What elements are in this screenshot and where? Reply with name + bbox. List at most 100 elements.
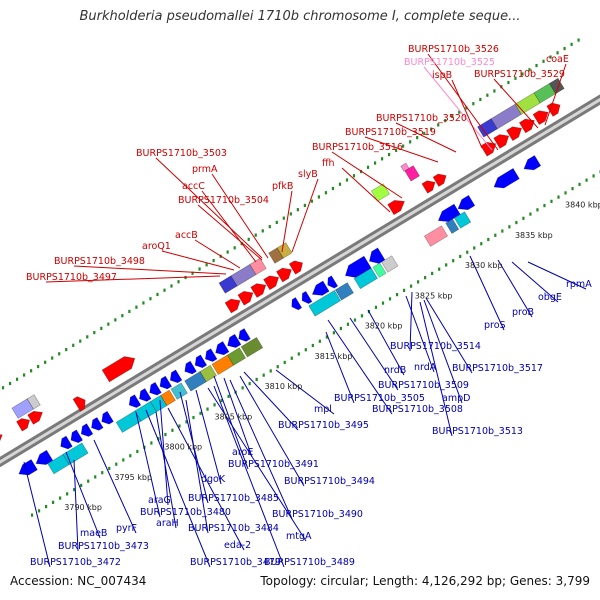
tick-dot (94, 475, 97, 479)
tick-dot (44, 360, 47, 364)
minus-gene-arrow (437, 203, 461, 222)
plus-gene-block (26, 394, 41, 410)
plus-gene-leader (201, 190, 257, 263)
tick-dot (93, 331, 96, 335)
minus-gene-arrow (91, 417, 104, 431)
minus-gene-arrow (344, 255, 372, 278)
tick-dot (508, 225, 511, 229)
tick-dot (86, 335, 89, 339)
minus-gene-leader (349, 317, 399, 391)
plus-gene-leader (331, 151, 403, 199)
minus-gene-leader (145, 409, 211, 568)
tick-dot (459, 254, 462, 259)
tick-dot (227, 394, 230, 398)
minus-gene-label: obgE (538, 292, 562, 303)
minus-gene-block (199, 364, 217, 383)
minus-gene-leader (327, 319, 393, 415)
minus-gene-label: BURPS1710b_3491 (228, 459, 319, 470)
tick-dot (290, 356, 293, 360)
minus-gene-label: eda-2 (224, 540, 251, 551)
tick-dot (206, 407, 209, 411)
tick-dot (128, 309, 131, 314)
minus-gene-arrow (194, 354, 208, 369)
tick-dot (72, 343, 75, 347)
minus-gene-label: BURPS1710b_3513 (432, 426, 523, 437)
tick-dot (22, 373, 26, 377)
plus-gene-label: BURPS1710b_3497 (26, 272, 117, 283)
minus-gene-arrow (227, 333, 242, 348)
minus-gene-block (372, 262, 387, 278)
plus-gene-label: coaE (546, 54, 569, 65)
minus-gene-block (423, 225, 449, 247)
tick-dot (15, 377, 19, 381)
minus-gene-label: BURPS1710b_3472 (30, 557, 121, 568)
tick-dot (129, 454, 132, 458)
tick-dot (353, 318, 357, 322)
backbone-highlight (0, 97, 600, 464)
plus-gene-arrow (263, 275, 280, 291)
tick-dot (563, 46, 566, 51)
tick-dot (324, 191, 328, 195)
tick-dot (345, 178, 349, 182)
minus-gene-leader (23, 461, 51, 568)
tick-dot (409, 284, 413, 288)
plus-gene-label: BURPS1710b_3529 (474, 69, 565, 80)
minus-gene-label: BURPS1710b_3514 (390, 341, 481, 352)
minus-gene-label: BURPS1710b_3509 (378, 380, 469, 391)
tick-dot (564, 191, 567, 195)
plus-gene-label: BURPS1710b_3519 (345, 127, 436, 138)
tick-dot (59, 496, 62, 500)
tick-dot (550, 199, 553, 203)
tick-dot (192, 415, 195, 420)
tick-dot (107, 322, 110, 326)
tick-dot (268, 225, 271, 229)
plus-gene-arrow (224, 298, 241, 314)
tick-dot (585, 178, 588, 182)
tick-dot (423, 131, 426, 135)
plus-gene-arrow (506, 126, 522, 142)
plus-gene-leader (73, 265, 227, 275)
plus-gene-arrow (493, 134, 510, 149)
tick-dot (480, 242, 483, 246)
tick-dot (528, 68, 531, 72)
plus-gene-arrow (0, 434, 3, 442)
tick-dot (542, 59, 545, 63)
kbp-tick-label: 3825 kbp (415, 291, 453, 300)
plus-tick-track (1, 38, 580, 390)
tick-dot (325, 335, 328, 339)
tick-dot (220, 399, 223, 403)
minus-gene-label: nrdA (414, 362, 437, 373)
minus-gene-label: maeB (80, 528, 107, 539)
plus-gene-arrow (276, 267, 292, 283)
plus-gene-block (404, 165, 420, 182)
kbp-tick-label: 3815 kbp (315, 352, 353, 361)
minus-gene-arrow (128, 394, 142, 408)
minus-gene-leader (159, 399, 169, 506)
tick-dot (198, 267, 201, 271)
minus-gene-arrow (311, 280, 330, 296)
minus-gene-label: ampD (442, 393, 470, 404)
tick-dot (556, 51, 559, 55)
tick-dot (332, 331, 335, 335)
plus-gene-leader (291, 178, 319, 253)
tick-dot (114, 318, 117, 322)
tick-dot (73, 488, 76, 492)
minus-gene-arrow (18, 459, 38, 476)
tick-dot (338, 182, 342, 186)
tick-dot (486, 93, 489, 97)
plus-gene-leader (423, 66, 493, 151)
plus-gene-arrow (72, 396, 86, 412)
tick-dot (177, 280, 180, 284)
tick-dot (493, 89, 496, 93)
minus-gene-leader (167, 407, 245, 551)
plus-gene-arrow (250, 283, 267, 298)
tick-dot (465, 106, 468, 110)
tick-dot (52, 500, 55, 504)
minus-gene-label: rpmA (566, 279, 592, 290)
tick-dot (395, 293, 399, 297)
plus-gene-block (400, 162, 410, 172)
tick-dot (352, 174, 356, 178)
plus-gene-leader (427, 53, 499, 151)
plus-gene-label: ffh (322, 158, 335, 169)
minus-gene-block (353, 267, 378, 290)
